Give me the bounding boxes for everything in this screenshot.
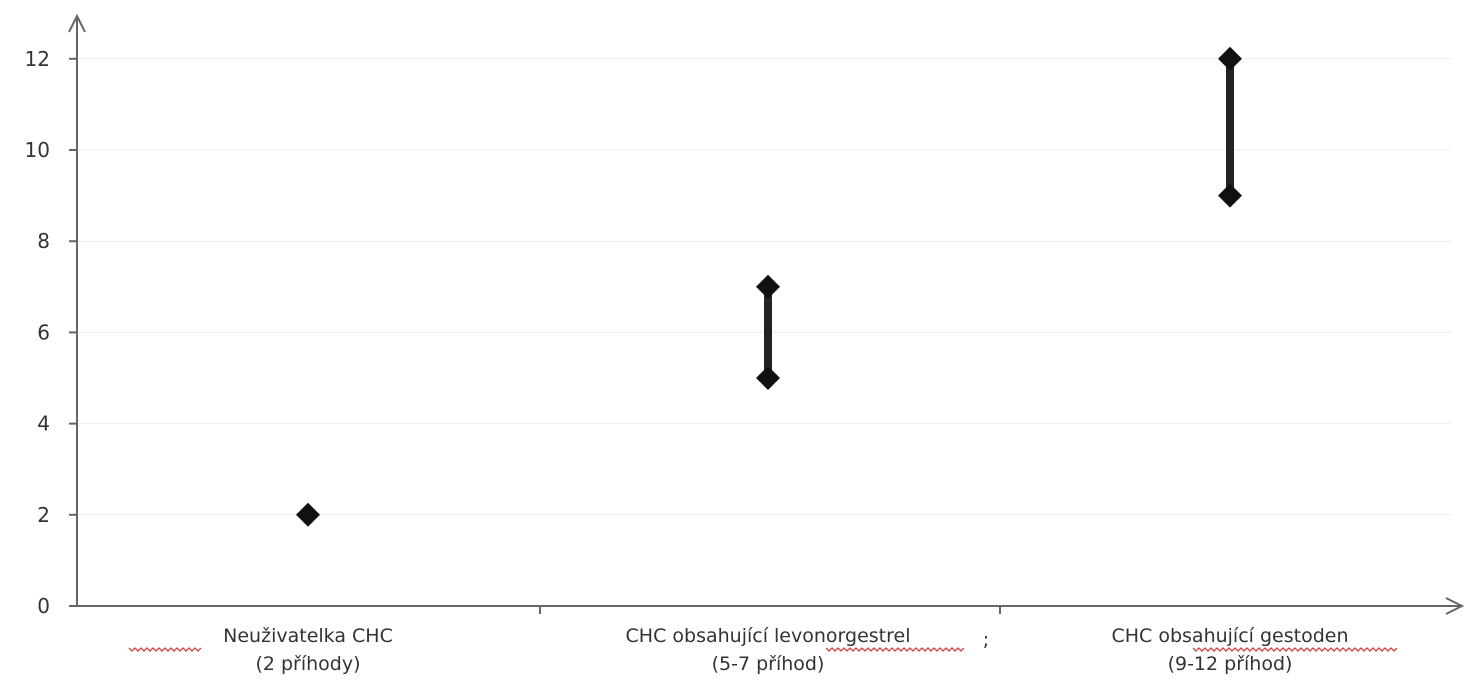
range-marks (296, 46, 1242, 527)
category-sublabel: (2 příhody) (255, 653, 360, 675)
category-label: Neuživatelka CHC (223, 625, 393, 647)
category-sublabel: (9-12 příhod) (1168, 653, 1293, 675)
y-tick-label: 6 (37, 320, 50, 344)
y-tick-label: 8 (37, 229, 50, 253)
y-tick-labels: 0 2 4 6 8 10 12 (25, 47, 77, 618)
diamond-marker (756, 274, 780, 299)
spellcheck-underline (825, 647, 965, 652)
category-labels: Neuživatelka CHC (2 příhody) CHC obsahujíc… (128, 625, 1398, 675)
category-sublabel: (5-7 příhod) (712, 653, 825, 675)
spellcheck-underline (128, 647, 202, 652)
category-label: CHC obsahující levonorgestrel (626, 625, 911, 647)
y-tick-label: 0 (37, 594, 50, 618)
y-tick-label: 2 (37, 503, 50, 527)
y-tick-label: 4 (37, 412, 50, 436)
y-axis-arrow-icon (68, 13, 86, 33)
y-tick-label: 10 (25, 138, 50, 162)
category-suffix: ; (983, 629, 989, 651)
y-tick-label: 12 (25, 47, 50, 71)
x-axis-arrow-icon (1445, 597, 1465, 615)
axes (68, 13, 1465, 615)
diamond-marker (1218, 46, 1242, 71)
diamond-marker (1218, 183, 1242, 208)
spellcheck-underline (1192, 647, 1398, 652)
diamond-marker (296, 502, 320, 527)
category-label: CHC obsahující gestoden (1111, 625, 1348, 647)
diamond-marker (756, 366, 780, 390)
